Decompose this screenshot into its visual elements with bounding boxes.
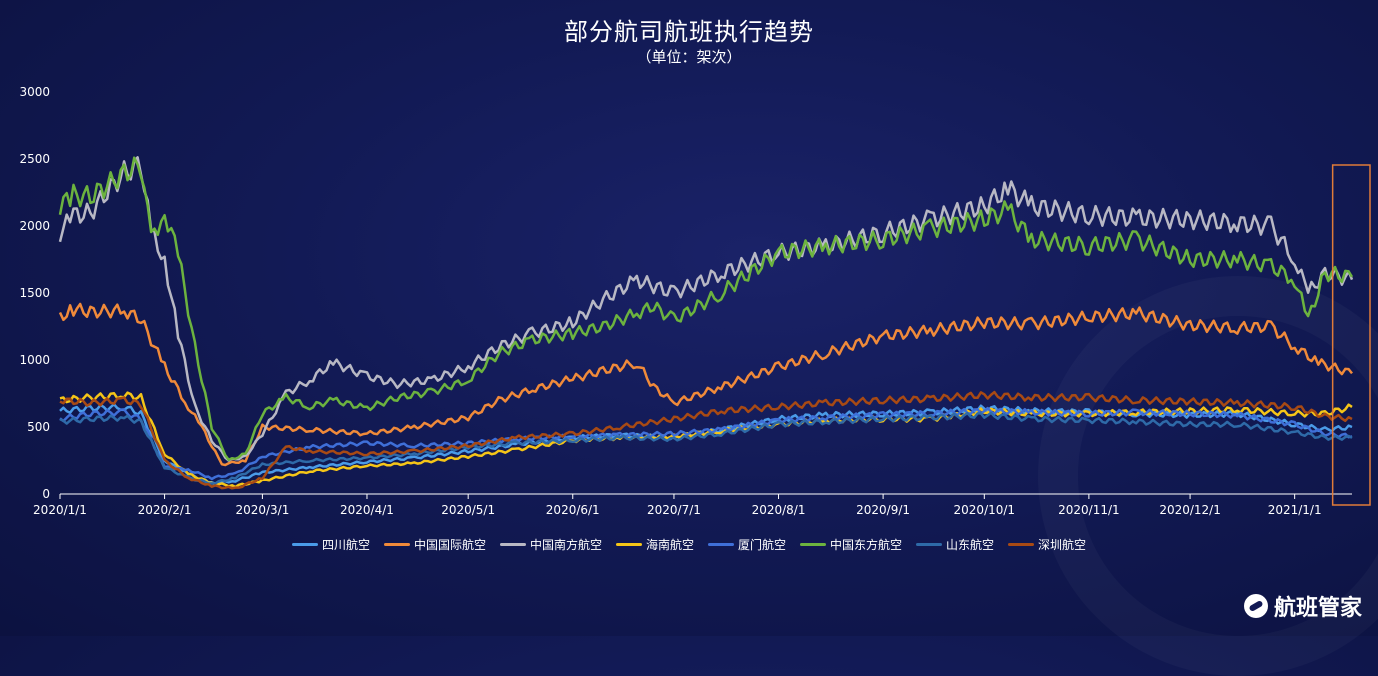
legend-swatch [800,543,827,546]
legend-swatch [1008,543,1035,546]
legend-swatch [291,543,318,546]
legend-label: 深圳航空 [1038,538,1087,552]
legend-label: 山东航空 [946,538,995,552]
legend-label: 中国南方航空 [529,538,602,552]
x-tick-label: 2020/3/1 [235,503,289,517]
x-tick-label: 2020/8/1 [752,503,806,517]
legend-swatch [615,543,642,546]
chart-subtitle: （单位：架次） [636,48,742,66]
series-line [58,156,1354,462]
series-line [59,390,1353,490]
x-tick-label: 2021/1/1 [1268,503,1322,517]
x-tick-label: 2020/1/1 [33,503,87,517]
legend-item: 山东航空 [916,536,994,553]
y-tick-label: 1000 [19,353,50,367]
legend-label: 中国国际航空 [413,538,486,552]
y-tick-label: 3000 [19,85,50,99]
y-tick-label: 1500 [19,286,50,300]
series-line [59,391,1353,489]
legend-swatch [383,543,410,546]
brand-name: 航班管家 [1273,596,1362,621]
x-tick-label: 2020/9/1 [856,503,910,517]
legend-item: 四川航空 [291,536,370,553]
legend-swatch [499,543,526,546]
legend-swatch [708,543,734,546]
y-tick-label: 2000 [19,219,50,233]
line-chart: 0 500 1000 1500 2000 2500 3000 2020/1/1 2020/2/1… [19,85,1371,517]
legend-label: 海南航空 [645,538,694,552]
legend-item: 中国南方航空 [499,536,602,553]
legend-item: 深圳航空 [1008,536,1086,553]
x-tick-label: 2020/4/1 [340,503,394,517]
legend-item: 海南航空 [615,536,694,553]
y-tick-label: 0 [42,487,50,501]
x-tick-label: 2020/12/1 [1159,503,1221,517]
legend-swatch [916,543,943,546]
series-line [59,411,1353,485]
y-tick-label: 2500 [19,152,50,166]
series-line [59,406,1353,481]
x-tick-label: 2020/5/1 [441,503,495,517]
brand-logo: 航班管家 [1243,590,1362,622]
x-tick-label: 2020/6/1 [546,503,600,517]
x-tick-label: 2020/10/1 [954,503,1016,517]
chart-title: 部分航司航班执行趋势 [564,18,814,46]
legend-label: 中国东方航空 [830,538,903,552]
series-line [58,302,1353,467]
plane-logo-icon [1243,594,1268,618]
series-line [58,156,1354,462]
highlight-box [1331,164,1371,506]
y-tick-label: 500 [27,420,50,434]
legend-item: 中国东方航空 [800,536,902,553]
chart-legend: 四川航空 中国国际航空 中国南方航空 海南航空 厦门航空 中国东方航空 山东航空 深圳航空 [0,536,1378,553]
x-tick-label: 2020/2/1 [138,503,192,517]
legend-item: 厦门航空 [708,536,786,553]
x-tick-label: 2020/7/1 [647,503,701,517]
legend-label: 四川航空 [321,538,370,552]
legend-item: 中国国际航空 [383,536,486,553]
x-tick-label: 2020/11/1 [1058,503,1120,517]
legend-label: 厦门航空 [738,538,787,552]
